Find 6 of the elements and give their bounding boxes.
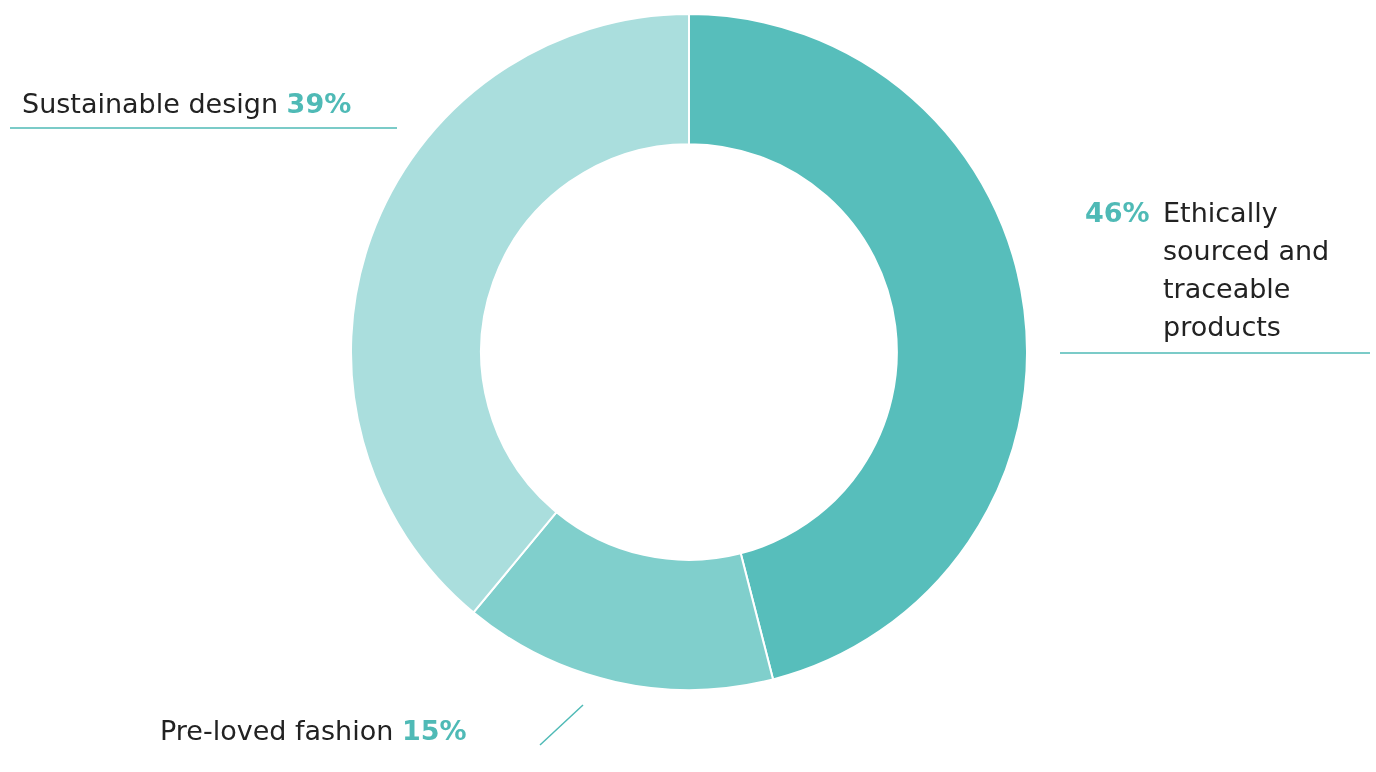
slice-label: Sustainable design [22,88,279,119]
slice-label: Pre-loved fashion [160,715,394,746]
data-label: 46% [1085,197,1150,228]
slice-label: Ethically sourced and traceable products [1163,197,1330,342]
data-label: 39% [286,88,352,119]
data-label: 15% [401,715,467,746]
